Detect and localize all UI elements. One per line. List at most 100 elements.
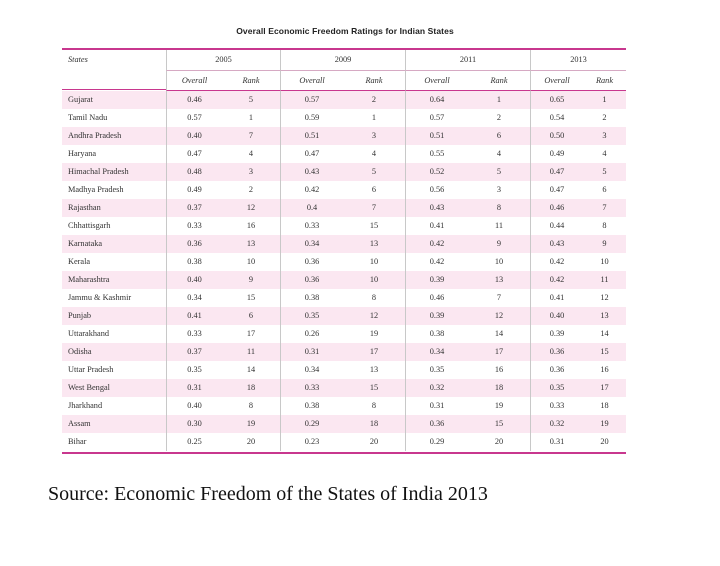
- row-overall: 0.42: [530, 271, 583, 289]
- row-overall: 0.42: [280, 181, 343, 199]
- row-rank: 9: [222, 271, 280, 289]
- row-rank: 4: [371, 149, 377, 158]
- row-overall: 0.29: [280, 415, 343, 433]
- row-rank: 13: [222, 235, 280, 253]
- table-grid: States 2005 2009 2011 2013 Overall Rank Overall…: [62, 50, 626, 451]
- row-overall: 0.41: [530, 289, 583, 307]
- row-overall: 0.38: [280, 397, 343, 415]
- row-rank: 9: [583, 235, 626, 253]
- row-rank: 4: [248, 149, 254, 158]
- row-overall: 0.31: [405, 397, 468, 415]
- row-rank: 13: [468, 271, 530, 289]
- row-overall: 0.38: [166, 253, 222, 271]
- row-rank: 13: [369, 365, 379, 374]
- row-rank: 2: [343, 91, 405, 109]
- row-overall: 0.65: [530, 91, 583, 109]
- row-rank: 6: [222, 307, 280, 325]
- row-rank: 3: [343, 127, 405, 145]
- row-overall: 0.35: [530, 379, 583, 397]
- row-overall: 0.37: [166, 199, 222, 217]
- row-rank: 3: [583, 127, 626, 145]
- row-state: Uttarakhand: [68, 329, 110, 338]
- row-rank: 15: [246, 293, 256, 302]
- row-overall: 0.43: [280, 163, 343, 181]
- header-year: 2013: [530, 50, 626, 71]
- row-overall: 0.36: [530, 343, 583, 361]
- row-rank: 19: [494, 401, 504, 410]
- row-state: Himachal Pradesh: [62, 163, 166, 181]
- row-rank: 15: [369, 221, 379, 230]
- row-rank: 20: [369, 437, 379, 446]
- row-overall: 0.43: [530, 235, 583, 253]
- row-state: Andhra Pradesh: [62, 127, 166, 145]
- row-rank: 16: [600, 365, 609, 374]
- row-rank: 6: [602, 185, 607, 194]
- row-rank: 16: [494, 365, 504, 374]
- row-overall: 0.40: [166, 271, 222, 289]
- row-state: West Bengal: [62, 379, 166, 397]
- row-rank: 13: [583, 307, 626, 325]
- row-overall: 0.46: [405, 289, 468, 307]
- row-state: Bihar: [68, 437, 87, 446]
- row-rank: 8: [248, 401, 254, 410]
- row-rank: 15: [583, 343, 626, 361]
- row-overall: 0.49: [530, 145, 583, 163]
- row-overall: 0.36: [280, 253, 343, 271]
- row-overall: 0.36: [405, 415, 468, 433]
- row-overall: 0.46: [530, 199, 583, 217]
- row-overall: 0.52: [405, 163, 468, 181]
- row-rank: 5: [222, 91, 280, 109]
- row-rank: 8: [371, 293, 377, 302]
- row-rank: 12: [600, 293, 609, 302]
- row-rank: 12: [343, 307, 405, 325]
- row-rank: 7: [222, 127, 280, 145]
- row-rank: 19: [222, 415, 280, 433]
- row-overall: 0.35: [405, 361, 468, 379]
- row-state: Gujarat: [62, 91, 166, 109]
- row-rank: 8: [468, 199, 530, 217]
- row-overall: 0.33: [280, 217, 343, 235]
- row-rank: 1: [468, 91, 530, 109]
- row-overall: 0.64: [405, 91, 468, 109]
- row-overall: 0.33: [530, 397, 583, 415]
- row-rank: 20: [246, 437, 256, 446]
- row-rank: 10: [343, 271, 405, 289]
- row-overall: 0.33: [166, 325, 222, 343]
- row-overall: 0.51: [280, 127, 343, 145]
- row-overall: 0.34: [166, 289, 222, 307]
- row-rank: 5: [468, 163, 530, 181]
- row-rank: 3: [222, 163, 280, 181]
- row-rank: 5: [583, 163, 626, 181]
- row-rank: 10: [494, 257, 504, 266]
- row-rank: 17: [468, 343, 530, 361]
- row-overall: 0.57: [166, 109, 222, 127]
- row-rank: 15: [468, 415, 530, 433]
- row-overall: 0.57: [280, 91, 343, 109]
- row-overall: 0.54: [530, 109, 583, 127]
- row-rank: 19: [369, 329, 379, 338]
- header-rank: Rank: [468, 71, 530, 91]
- row-overall: 0.23: [280, 433, 343, 451]
- row-rank: 6: [371, 185, 377, 194]
- row-rank: 10: [246, 257, 256, 266]
- row-overall: 0.34: [280, 361, 343, 379]
- row-rank: 14: [246, 365, 256, 374]
- header-rank: Rank: [583, 71, 626, 91]
- row-state: Madhya Pradesh: [68, 185, 124, 194]
- row-rank: 5: [343, 163, 405, 181]
- row-rank: 9: [468, 235, 530, 253]
- row-overall: 0.30: [166, 415, 222, 433]
- row-rank: 14: [494, 329, 504, 338]
- row-overall: 0.51: [405, 127, 468, 145]
- row-overall: 0.4: [280, 199, 343, 217]
- row-overall: 0.40: [166, 397, 222, 415]
- header-overall: Overall: [280, 71, 343, 91]
- row-rank: 1: [248, 113, 254, 122]
- row-state: Assam: [62, 415, 166, 433]
- row-overall: 0.40: [530, 307, 583, 325]
- row-overall: 0.50: [530, 127, 583, 145]
- row-rank: 7: [343, 199, 405, 217]
- row-overall: 0.37: [166, 343, 222, 361]
- row-rank: 8: [602, 221, 607, 230]
- row-overall: 0.42: [405, 253, 468, 271]
